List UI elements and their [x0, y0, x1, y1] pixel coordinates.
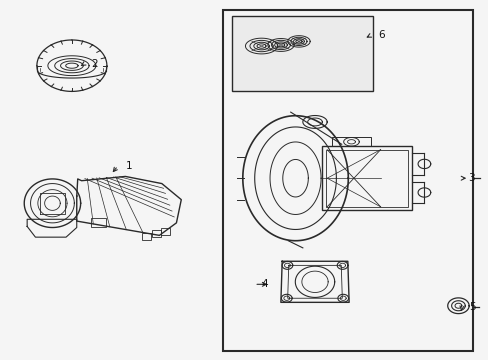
Bar [222, 10, 472, 351]
Text: 3: 3 [467, 173, 474, 183]
Text: 6: 6 [377, 30, 384, 40]
Bar [325, 150, 407, 207]
Text: 2: 2 [91, 59, 98, 69]
Bar [142, 233, 151, 240]
Bar [331, 137, 370, 146]
Text: 1: 1 [125, 161, 132, 171]
Bar [91, 218, 106, 227]
Bar [161, 228, 169, 235]
Bar [232, 16, 372, 91]
Text: 5: 5 [468, 302, 475, 312]
Bar [322, 146, 411, 210]
Text: 4: 4 [261, 279, 267, 289]
Bar [152, 230, 161, 237]
